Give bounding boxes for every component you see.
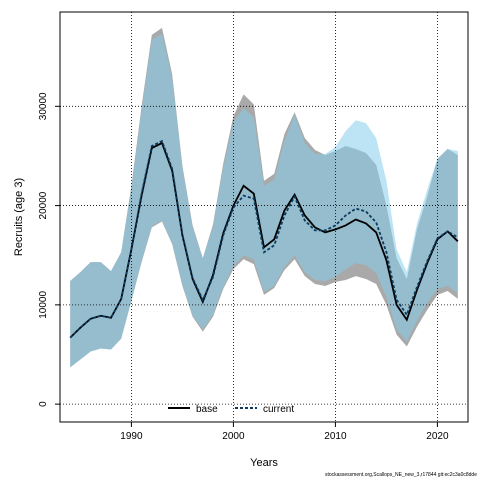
legend-label-current: current xyxy=(263,404,294,415)
band-current xyxy=(70,33,458,368)
legend-label-base: base xyxy=(196,404,218,415)
x-tick-label: 1990 xyxy=(120,431,143,442)
y-tick-label: 30000 xyxy=(38,92,49,120)
line-current xyxy=(69,139,459,339)
x-tick-label: 2010 xyxy=(324,431,347,442)
confidence-bands xyxy=(70,27,458,368)
y-axis-title: Recruits (age 3) xyxy=(13,178,25,256)
footer-note: stockassessment.org,Scallops_NE_new_3,r1… xyxy=(324,472,477,478)
y-tick-label: 0 xyxy=(38,401,49,407)
x-axis: 1990 2000 2010 2020 xyxy=(120,422,449,442)
plot-frame xyxy=(59,11,469,423)
series-lines xyxy=(69,139,459,339)
y-axis: 0 10000 20000 30000 xyxy=(38,92,60,407)
x-axis-title: Years xyxy=(250,457,278,469)
line-base xyxy=(69,141,459,339)
y-tick-label: 10000 xyxy=(38,291,49,319)
legend: base current xyxy=(168,404,294,415)
x-tick-label: 2020 xyxy=(426,431,449,442)
x-tick-label: 2000 xyxy=(222,431,245,442)
y-tick-label: 20000 xyxy=(38,191,49,219)
